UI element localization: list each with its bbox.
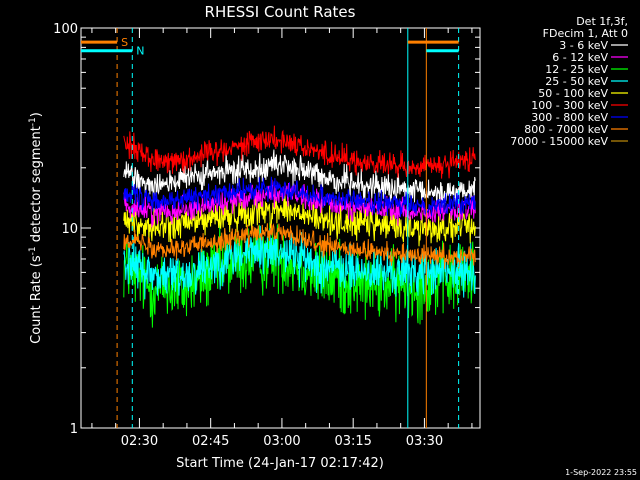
- y-label-part: Count Rate (s: [29, 255, 44, 344]
- y-label-sup: -1: [28, 246, 38, 255]
- night-label: N: [136, 45, 144, 58]
- attenuator-label: S: [121, 36, 128, 49]
- legend-entry: 7000 - 15000 keV: [510, 135, 608, 148]
- legend-entry: 300 - 800 keV: [531, 111, 608, 124]
- x-tick-label: 02:45: [192, 434, 229, 449]
- y-label-sup: -1: [28, 117, 38, 126]
- x-tick-label: 03:00: [263, 434, 300, 449]
- y-tick-label: 100: [53, 22, 78, 37]
- marker-layer: [116, 28, 460, 428]
- series-line: [123, 149, 476, 207]
- legend-entry: 12 - 25 keV: [545, 63, 608, 76]
- series-line: [123, 223, 476, 269]
- legend-entry: 6 - 12 keV: [552, 51, 608, 64]
- legend-header: FDecim 1, Att 0: [543, 27, 628, 40]
- legend-entry: 800 - 7000 keV: [524, 123, 608, 136]
- series-line: [123, 176, 476, 217]
- y-tick-label: 10: [61, 222, 78, 237]
- x-axis-label: Start Time (24-Jan-17 02:17:42): [176, 456, 384, 471]
- footer-timestamp: 1-Sep-2022 23:55: [565, 468, 637, 477]
- legend-entry: 100 - 300 keV: [531, 99, 608, 112]
- series-line: [123, 194, 476, 247]
- x-tick-label: 03:15: [334, 434, 371, 449]
- chart-title: RHESSI Count Rates: [205, 3, 356, 21]
- legend-entry: 3 - 6 keV: [559, 39, 608, 52]
- y-label-part: detector segment: [29, 126, 44, 246]
- legend-header: Det 1f,3f,: [576, 15, 628, 28]
- y-axis: 1 10 100: [53, 22, 480, 437]
- series-layer: [123, 125, 476, 328]
- series-line: [123, 225, 476, 300]
- series-line: [123, 125, 476, 179]
- y-axis-label: Count Rate (s-1 detector segment-1): [28, 112, 44, 344]
- legend-entry: 25 - 50 keV: [545, 75, 608, 88]
- x-axis: 02:30 02:45 03:00 03:15 03:30: [91, 28, 473, 449]
- x-tick-label: 03:30: [406, 434, 443, 449]
- legend-entry: 50 - 100 keV: [538, 87, 608, 100]
- y-tick-label: 1: [70, 422, 78, 437]
- y-label-part: ): [29, 112, 44, 117]
- state-bars: SN: [81, 36, 459, 58]
- x-tick-label: 02:30: [121, 434, 158, 449]
